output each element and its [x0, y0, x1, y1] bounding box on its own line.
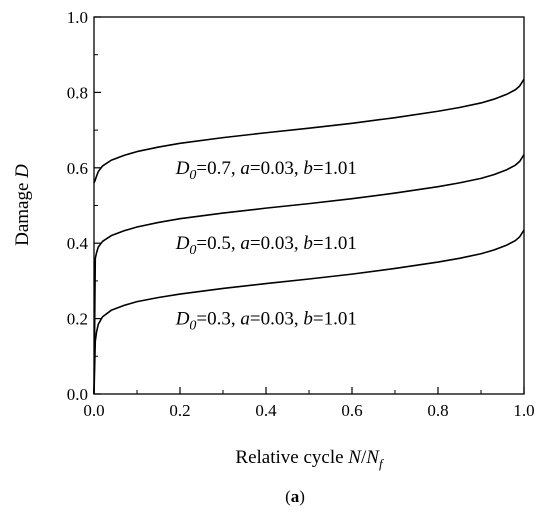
plot-frame [93, 16, 525, 395]
x-tick-label: 0.4 [255, 401, 277, 420]
annotation-part: 0 [189, 243, 196, 258]
annotation-part: b [303, 158, 313, 179]
annotation-part: =1.01 [313, 309, 357, 330]
annotation-part: b [303, 233, 313, 254]
annotation-part: a [240, 233, 250, 254]
x-tick-label: 0.0 [83, 401, 104, 420]
y-axis-label: Damage D [12, 164, 33, 246]
y-tick-label: 0.2 [67, 310, 88, 329]
annotation-part: D [175, 233, 190, 254]
y-tick-label: 0.8 [67, 83, 88, 102]
figure-caption: (a) [285, 487, 305, 506]
y-tick-label: 0.0 [67, 385, 88, 404]
y-tick-label: 0.6 [67, 159, 88, 178]
damage-curve-2 [93, 154, 525, 395]
x-tick-label: 0.8 [427, 401, 448, 420]
y-tick-label: 0.4 [67, 234, 89, 253]
curve-annotation-2: D0=0.5, a=0.03, b=1.01 [175, 233, 357, 258]
x-axis-label: Relative cycle N/Nf [235, 447, 385, 471]
annotation-part: =0.03, [250, 158, 303, 179]
x-tick-label: 1.0 [513, 401, 534, 420]
annotation-part: 0 [189, 168, 196, 183]
curves [93, 78, 525, 395]
x-axis-label-n: N [347, 447, 362, 468]
annotation-part: =0.5, [196, 233, 240, 254]
annotation-part: 0 [189, 319, 196, 334]
x-axis-label-slash: / [361, 447, 367, 468]
annotation-part: =0.03, [250, 233, 303, 254]
annotation-part: =0.03, [250, 309, 303, 330]
x-axis-label-text: Relative cycle [235, 447, 348, 468]
axis-ticks: 0.0 0.2 0.4 0.6 0.8 1.0 0.0 0.2 0.4 0.6 0.8 1.0 [67, 8, 535, 420]
caption-close: ) [299, 487, 305, 506]
x-tick-label: 0.6 [341, 401, 362, 420]
y-tick-label: 1.0 [67, 8, 88, 27]
annotation-part: a [240, 158, 250, 179]
annotation-part: D [175, 309, 190, 330]
damage-curve-1 [93, 78, 525, 184]
x-axis-label-nf: N [365, 447, 380, 468]
annotation-part: =1.01 [313, 158, 357, 179]
curve-annotation-3: D0=0.3, a=0.03, b=1.01 [175, 309, 357, 334]
annotation-part: =0.7, [196, 158, 240, 179]
annotation-part: b [303, 309, 313, 330]
damage-curve-3 [93, 229, 525, 395]
annotation-part: a [240, 309, 250, 330]
annotation-part: =0.3, [196, 309, 240, 330]
annotation-part: D [175, 158, 190, 179]
curve-annotation-1: D0=0.7, a=0.03, b=1.01 [175, 158, 357, 183]
annotation-part: =1.01 [313, 233, 357, 254]
x-axis-label-sub: f [379, 456, 385, 471]
x-tick-label: 0.2 [169, 401, 190, 420]
y-axis-label-italic: D [12, 164, 33, 179]
caption-letter: a [291, 487, 300, 506]
y-axis-label-text: Damage [12, 178, 33, 246]
caption-open: ( [285, 487, 291, 506]
